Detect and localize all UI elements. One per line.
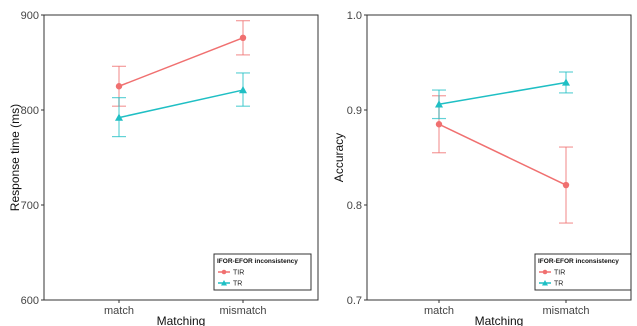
legend-title: IFOR-EFOR inconsistency: [538, 258, 619, 265]
legend: IFOR-EFOR inconsistency TIR TR: [534, 253, 632, 291]
x-tick-label: mismatch: [542, 305, 589, 317]
legend-label: TIR: [554, 270, 565, 277]
x-tick-label: match: [104, 305, 134, 317]
data-point-circle: [562, 181, 570, 189]
chart-panel-1: 600 700 800 900 match mismatch Matching Respons…: [8, 10, 319, 326]
y-axis-title: Accuracy: [332, 133, 346, 182]
legend-label: TIR: [233, 270, 244, 277]
data-point-triangle: [115, 113, 123, 121]
y-tick-label: 900: [21, 10, 39, 22]
series-tr: [112, 72, 250, 138]
x-axis-title: Matching: [157, 314, 206, 326]
legend-title: IFOR-EFOR inconsistency: [217, 258, 298, 265]
plot-frame: [366, 14, 632, 301]
legend-key-triangle: [221, 280, 227, 286]
y-tick-label: 0.7: [347, 295, 362, 307]
data-point-circle: [115, 83, 123, 90]
y-tick-label: 700: [21, 200, 39, 212]
legend-key-circle: [221, 269, 227, 275]
legend-box: [213, 253, 312, 291]
y-tick-label: 600: [21, 295, 39, 307]
data-point-circle: [435, 121, 443, 128]
x-axis-title: Matching: [475, 314, 524, 326]
y-axis-title: Response time (ms): [8, 104, 22, 211]
series-line: [438, 81, 567, 106]
series-line: [118, 37, 244, 87]
y-tick-label: 0.9: [347, 105, 362, 117]
x-tick-label: match: [424, 305, 454, 317]
series-line: [118, 89, 244, 119]
data-point-triangle: [239, 86, 247, 94]
y-tick-label: 1.0: [347, 10, 362, 22]
x-tick-label: mismatch: [219, 305, 266, 317]
legend-key-circle: [542, 269, 548, 275]
chart-panel-2: 0.7 0.8 0.9 1.0 match mismatch Matching Accurac…: [332, 10, 632, 326]
data-point-circle: [239, 34, 247, 41]
data-point-triangle: [435, 100, 443, 108]
legend-key-triangle: [542, 280, 548, 286]
legend-label: TR: [233, 281, 242, 288]
data-point-triangle: [562, 78, 570, 86]
legend-label: TR: [554, 281, 563, 288]
y-tick-label: 800: [21, 105, 39, 117]
y-tick-label: 0.8: [347, 200, 362, 212]
series-tr: [432, 71, 573, 120]
series-line: [438, 123, 567, 186]
legend: IFOR-EFOR inconsistency TIR TR: [213, 253, 312, 291]
